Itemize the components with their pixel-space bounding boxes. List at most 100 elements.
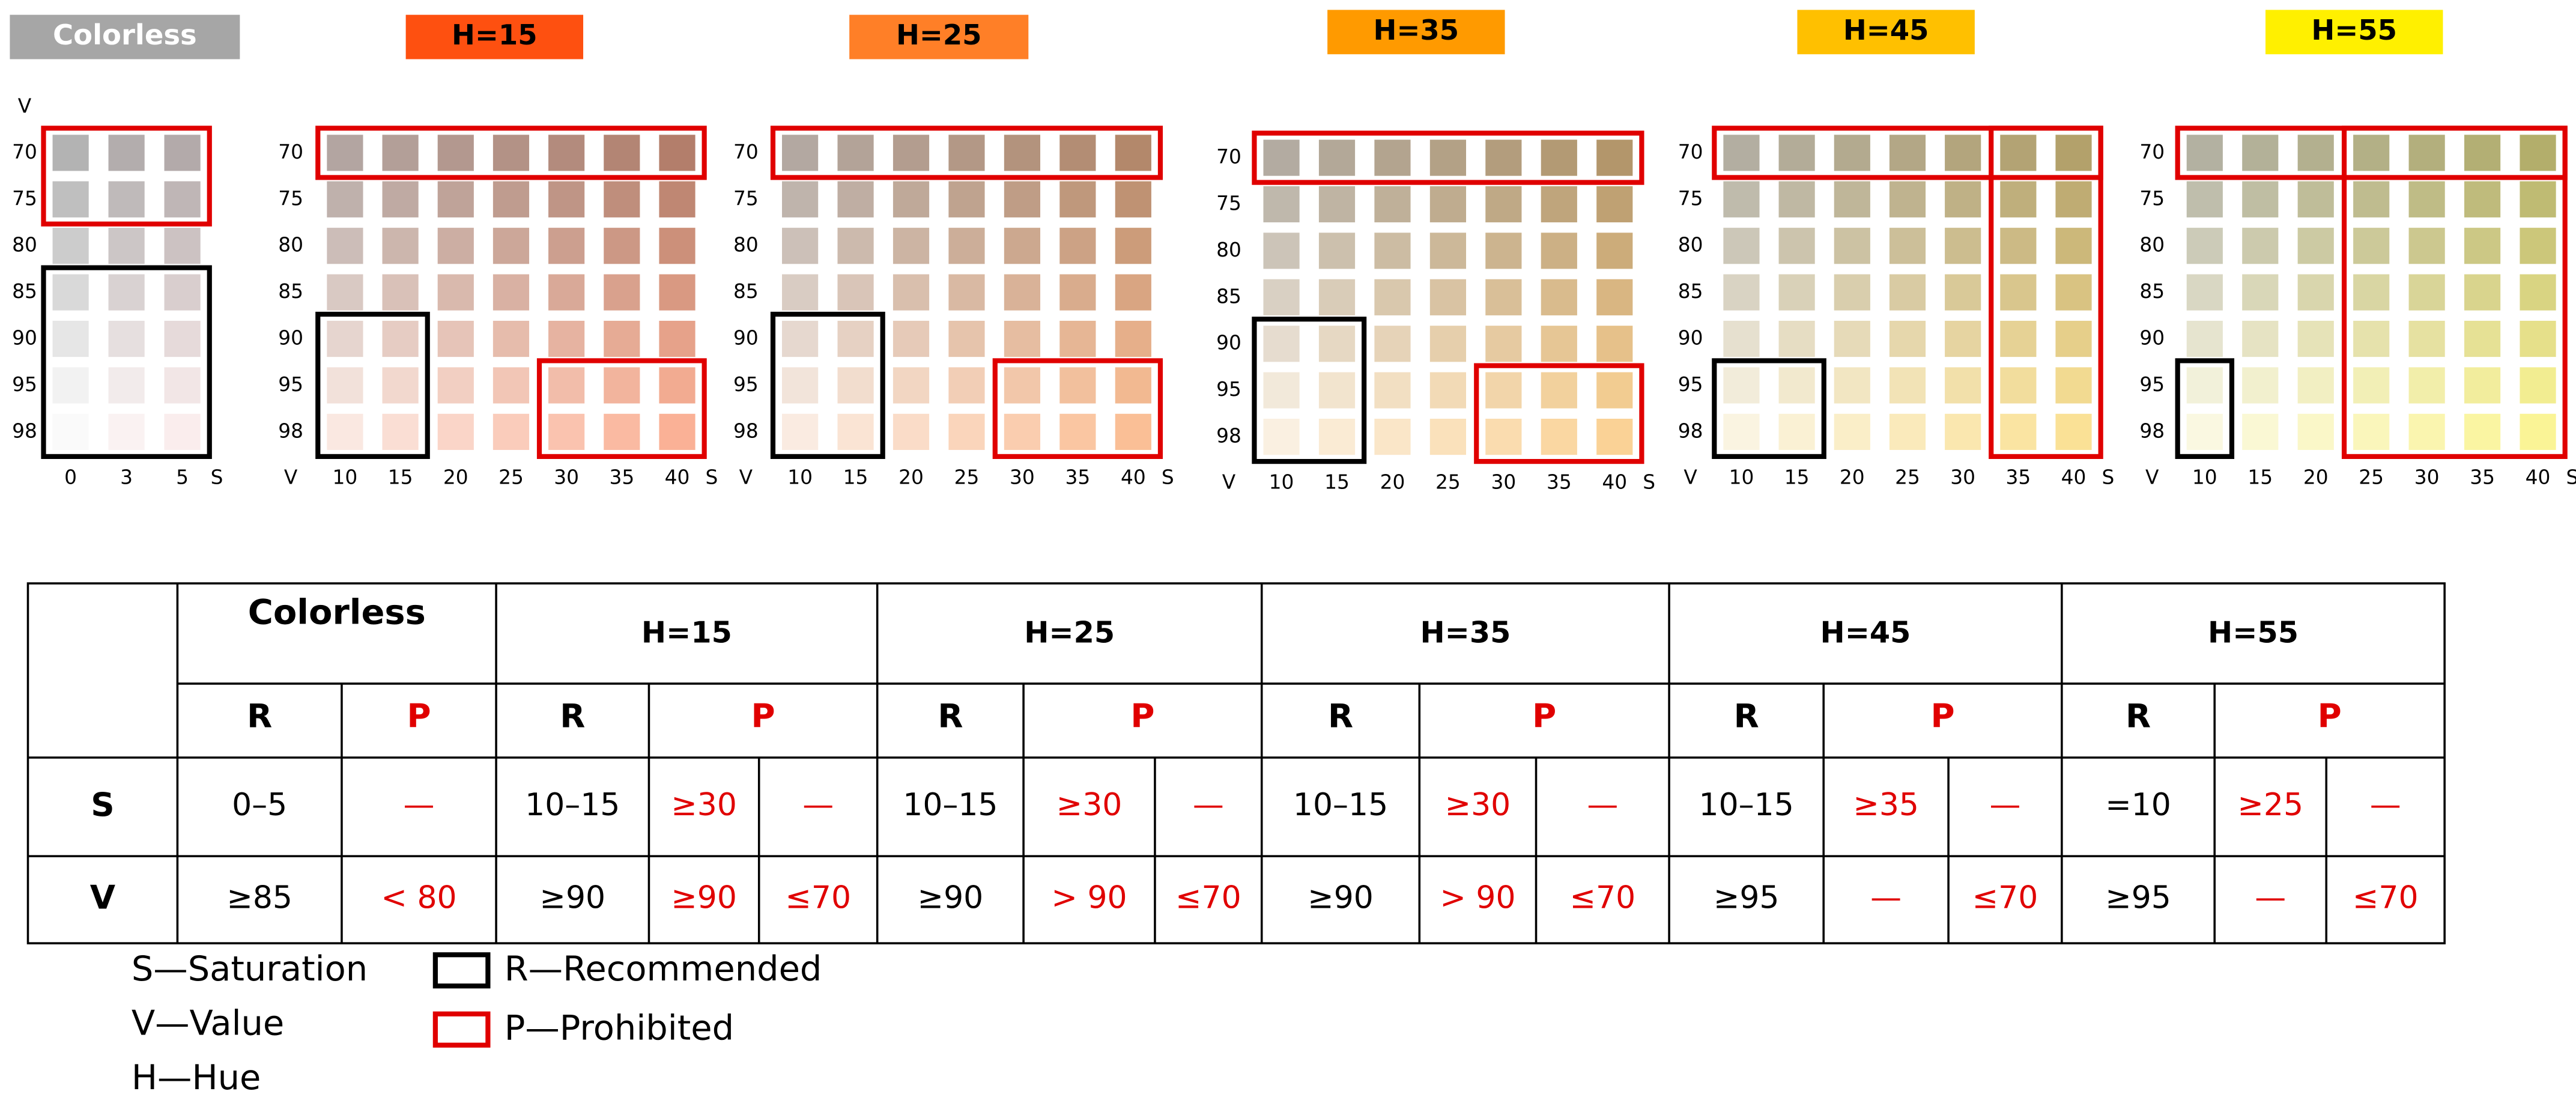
swatch [782,413,819,450]
v-label: 90 [12,327,37,350]
swatch [2000,274,2037,311]
v-label: 70 [733,141,759,163]
swatch [1004,135,1041,171]
swatch [1115,274,1151,311]
panel-header [2265,10,2443,55]
swatch [604,228,640,264]
swatch [1834,274,1870,311]
panel-title: H=35 [1374,14,1459,46]
swatch [1115,367,1151,404]
prohibited-box [536,358,707,460]
swatch [1263,279,1300,315]
swatch [1263,186,1300,223]
swatch [604,320,640,357]
swatch [1485,372,1522,409]
swatch [604,181,640,217]
s-label: 0 [64,466,77,489]
prohibited-box [992,358,1163,460]
v-label: 70 [1216,145,1241,168]
swatch [948,181,985,217]
swatch [108,413,145,450]
swatch [837,228,874,264]
v-label: 80 [12,234,37,257]
swatch [948,367,985,404]
swatch [382,135,419,171]
v-label: 98 [2139,419,2165,442]
swatch [659,413,696,450]
swatch [2055,367,2092,404]
swatch [837,181,874,217]
swatch [164,228,201,264]
recommended-box [2175,358,2235,460]
swatch [2520,181,2556,217]
swatch [2464,413,2501,450]
s-label: 35 [2005,466,2031,489]
swatch [1541,139,1577,176]
swatch [1541,232,1577,269]
recommended-box [770,311,885,460]
panel-header [1797,10,1975,55]
swatch [327,367,363,404]
swatch [492,228,530,264]
s-label: 35 [2470,466,2495,489]
v-label: 90 [733,327,759,350]
s-label: 15 [843,466,868,489]
swatch [1059,181,1096,217]
swatch [164,413,201,450]
table-cell: ≤70 [1175,880,1241,916]
v-label: 95 [733,373,759,396]
swatch [108,367,145,404]
swatch [492,181,530,217]
panel-title: Colorless [53,19,197,51]
swatch [2242,413,2279,450]
prohibited-box [41,126,212,226]
recommended-box [315,311,430,460]
swatch [604,135,640,171]
s-label: 40 [2526,466,2551,489]
s-label: 20 [899,466,924,489]
swatch [1834,135,1870,171]
s-label: 30 [2414,466,2440,489]
s-label: 10 [787,466,813,489]
table-cell: ≥90 [918,880,984,916]
v-axis-label: V [739,466,753,489]
table-cell: =10 [2105,787,2171,823]
swatch [1945,181,1981,217]
swatch [548,228,585,264]
swatch [1318,326,1356,362]
legend-prohibited: P—Prohibited [505,1008,734,1048]
legend: S—Saturation V—Value H—Hue R—Recommended… [132,949,822,1098]
swatch [2000,320,2037,357]
group-title: H=45 [1820,615,1911,649]
swatch [782,135,819,171]
panel-header [10,14,240,59]
swatch [327,228,363,264]
recommended-header: R [1328,696,1353,735]
swatch [548,274,585,311]
swatch [1889,320,1926,357]
swatch [1004,274,1041,311]
panel-header [1327,10,1505,55]
swatch [1485,139,1522,176]
swatch [108,274,145,311]
v-label: 98 [733,419,759,442]
swatch [1004,367,1041,404]
v-label: 85 [1678,280,1703,303]
v-label: 75 [1678,187,1703,210]
panel-title: H=55 [2311,14,2397,46]
v-label: 80 [2139,234,2165,257]
swatch [2464,320,2501,357]
prohibited-header: P [1532,696,1556,735]
legend-note: H—Hue [132,1057,261,1098]
prohibited-header: P [751,696,775,735]
s-label: 25 [1435,471,1461,494]
table-cell: ≤70 [2353,880,2419,916]
group-title: Colorless [248,592,426,633]
v-label: 80 [278,234,303,257]
swatch [893,274,930,311]
prohibited-header: P [407,696,431,735]
swatch [659,181,696,217]
swatch [2353,228,2390,264]
v-label: 95 [1678,373,1703,396]
swatch [1541,279,1577,315]
